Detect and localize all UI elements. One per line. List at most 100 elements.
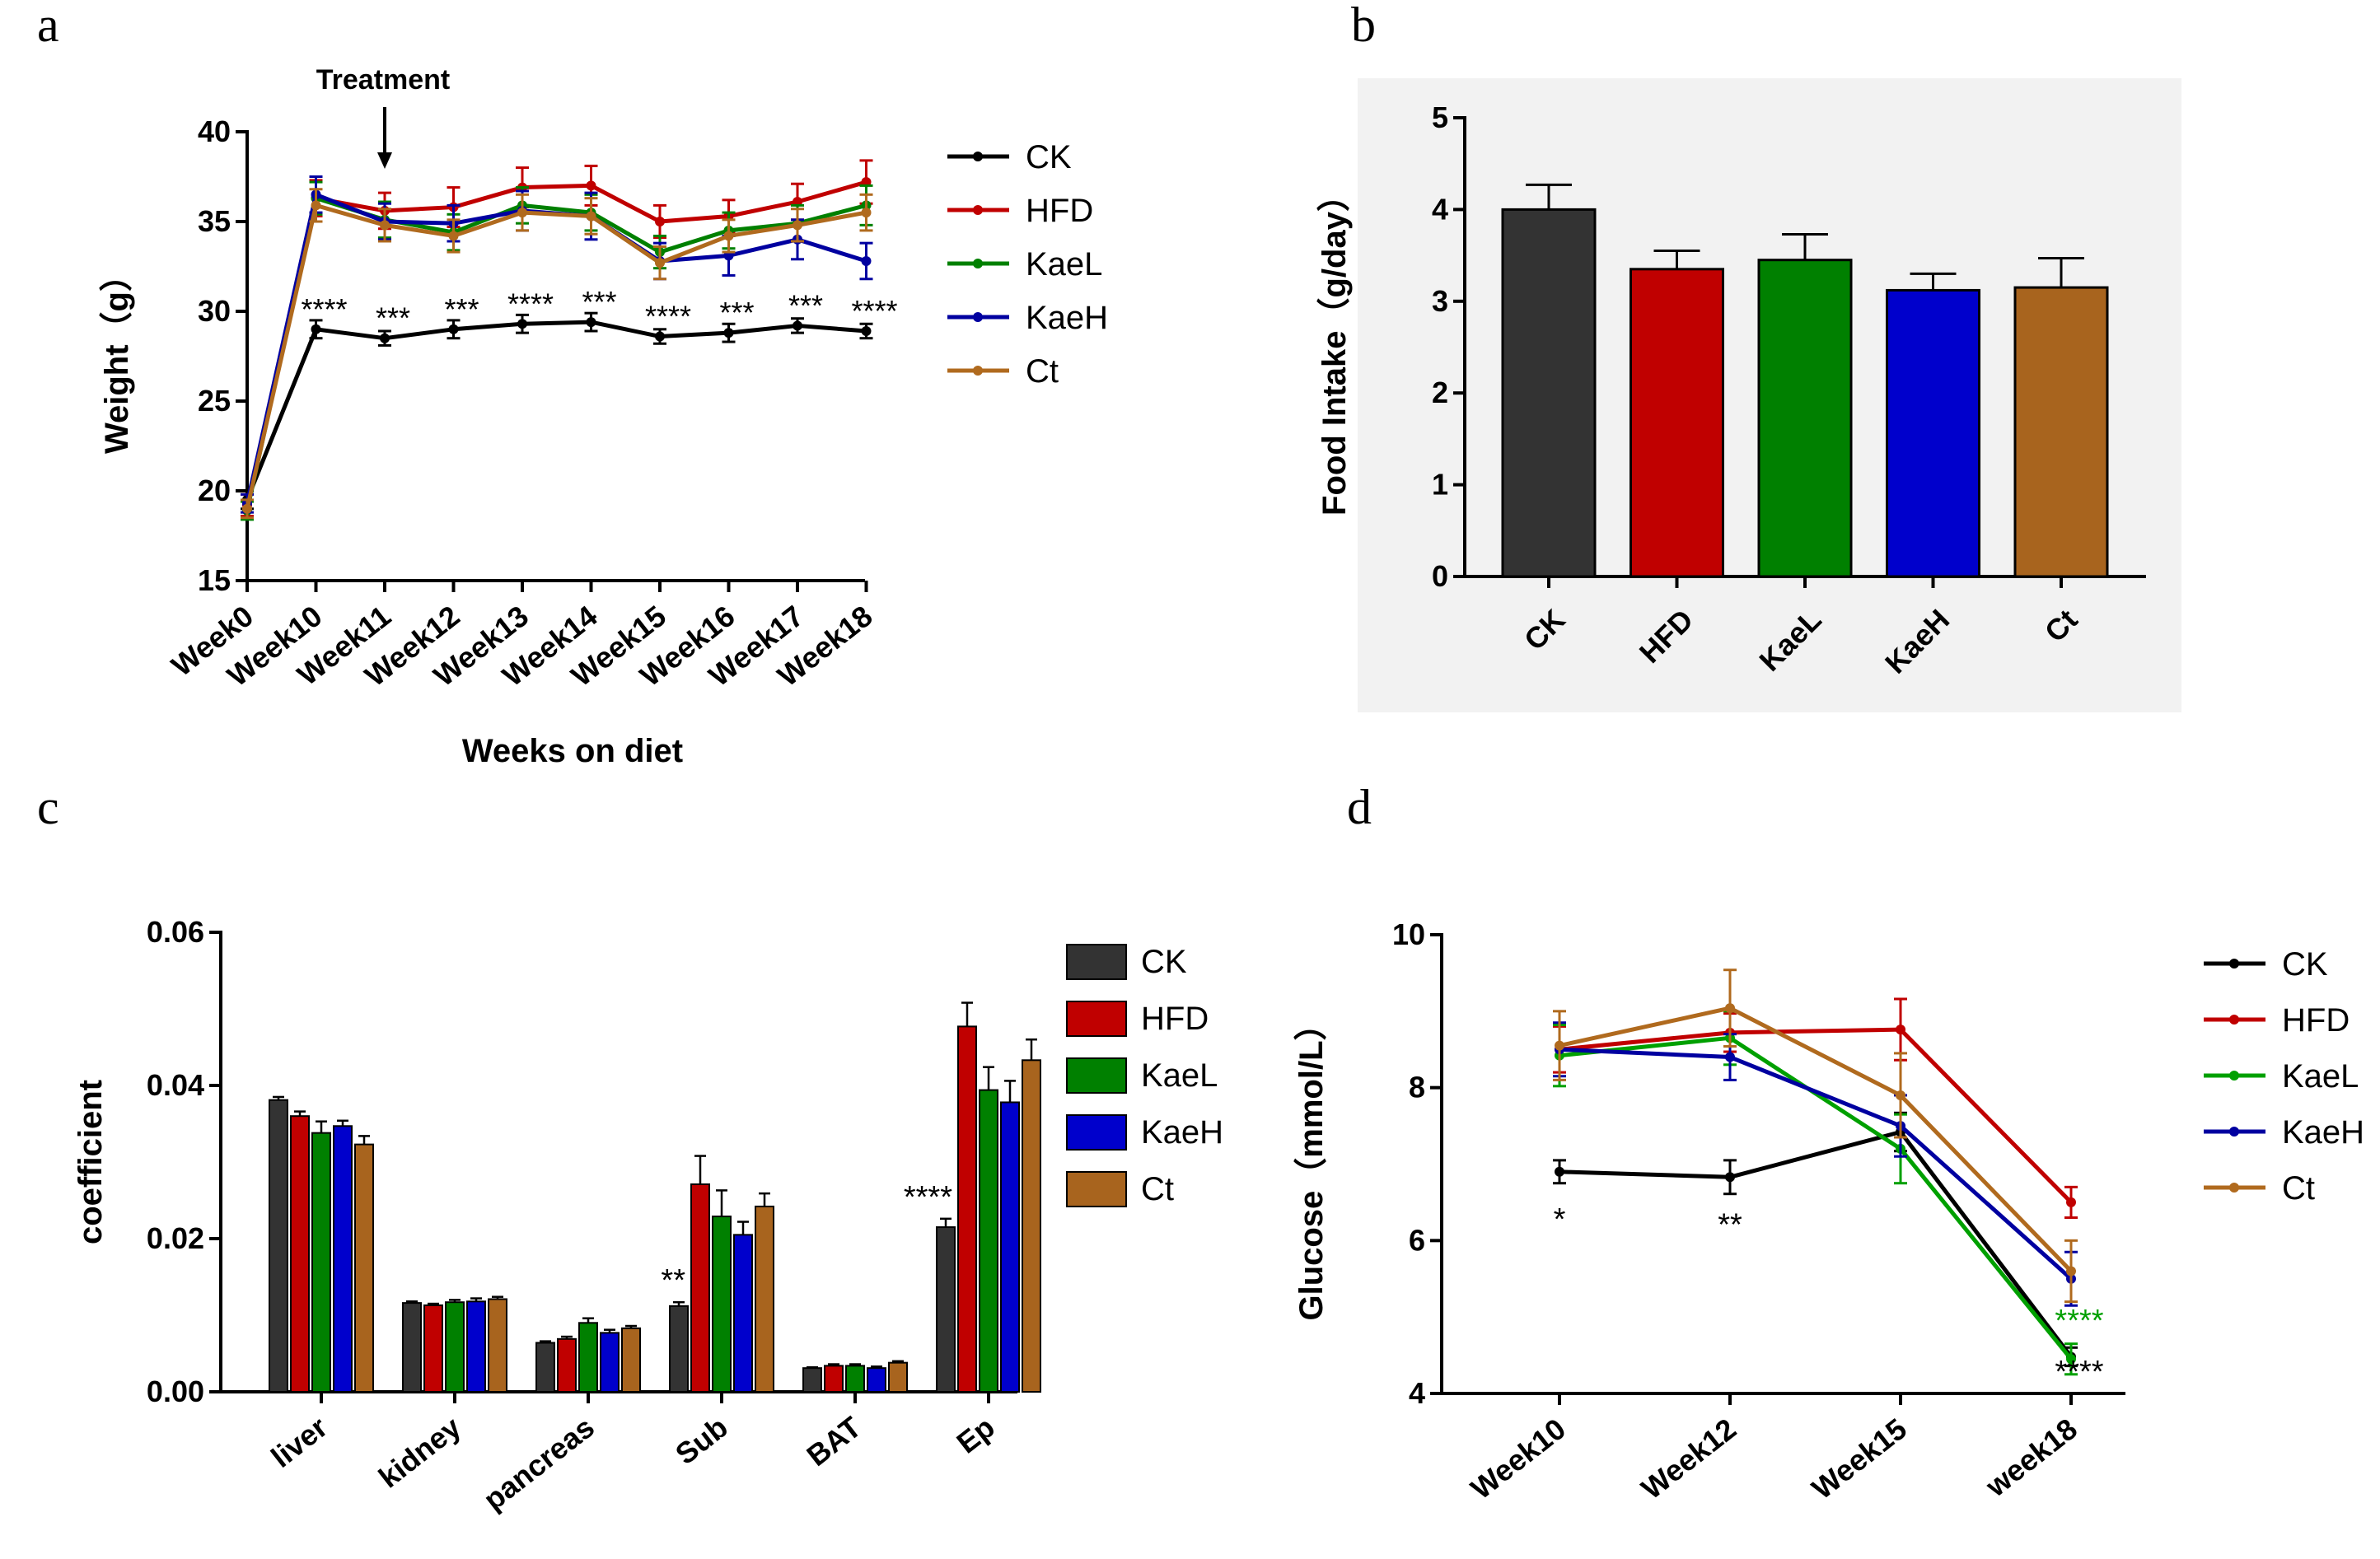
- legend-marker-kaeh: [973, 312, 983, 322]
- data-point-kaeh: [1725, 1052, 1735, 1062]
- y-tick-label: 4: [1409, 1376, 1425, 1410]
- legend-swatch-kaeh: [1066, 1114, 1127, 1151]
- x-tick-label-sub: Sub: [669, 1410, 734, 1471]
- data-point-ct: [586, 211, 596, 222]
- significance-week12: ***: [444, 292, 479, 326]
- x-tick-label-kidney: kidney: [372, 1410, 467, 1495]
- x-tick-label-ep: Ep: [950, 1410, 1001, 1460]
- bar-kael: [1757, 259, 1853, 578]
- significance-sub: **: [661, 1263, 685, 1298]
- y-axis-title: Weight（g）: [99, 259, 135, 454]
- legend-marker-ct: [2229, 1183, 2239, 1193]
- series-line-ct: [245, 203, 867, 510]
- data-point-ct: [723, 231, 734, 241]
- significance-week18: ****: [851, 294, 897, 328]
- data-point-ct: [311, 200, 321, 211]
- bar-kidney-kaeh: [466, 1300, 486, 1393]
- y-tick-label: 0.04: [147, 1068, 204, 1102]
- bar-liver-ct: [354, 1143, 374, 1393]
- bar-bat-ct: [888, 1361, 908, 1393]
- legend-label-kael: KaeL: [2282, 1058, 2359, 1095]
- bar-sub-hfd: [690, 1183, 710, 1393]
- data-point-ct: [1896, 1090, 1905, 1100]
- y-tick-label: 0.00: [147, 1375, 204, 1408]
- legend-label-kael: KaeL: [1026, 246, 1102, 282]
- y-tick-label: 1: [1432, 468, 1448, 502]
- series-line-kaeh: [245, 192, 867, 504]
- panel-d: 4 6 8 10 Glucose（mmol/L） Week10 Week12 Week15 we…: [1293, 917, 2364, 1505]
- bar-sub-kaeh: [733, 1234, 753, 1393]
- panel-c: 0.00 0.02 0.04 0.06 coefficient liver kidney pa…: [72, 915, 1223, 1517]
- series-line-ck: [1559, 1130, 2073, 1358]
- bar-sub-ck: [669, 1305, 689, 1393]
- data-point-ck: [723, 328, 734, 338]
- legend-label-kaeh: KaeH: [1026, 300, 1108, 336]
- legend-label-ct: Ct: [1141, 1171, 1174, 1207]
- data-point-ct: [448, 231, 459, 241]
- x-axis-title: Weeks on diet: [462, 733, 683, 769]
- x-tick-label-liver: liver: [264, 1410, 334, 1474]
- data-point-hfd: [2066, 1197, 2076, 1207]
- data-point-ck: [448, 324, 459, 334]
- significance-week18: ****: [2055, 1355, 2103, 1389]
- data-point-hfd: [655, 217, 665, 226]
- panel-letter-d: d: [1347, 780, 1372, 834]
- y-tick-label: 25: [198, 384, 231, 418]
- data-point-ck: [586, 317, 596, 328]
- legend-swatch-kael: [1066, 1057, 1127, 1094]
- y-tick-label: 40: [198, 114, 231, 148]
- legend-swatch-ck: [1066, 944, 1127, 980]
- data-point-ct: [517, 208, 527, 218]
- y-tick-label: 10: [1392, 917, 1425, 951]
- data-point-ck: [793, 320, 802, 331]
- legend-swatch-hfd: [1066, 1001, 1127, 1037]
- bar-pancreas-ct: [621, 1327, 641, 1393]
- series-line-kael: [1559, 1035, 2073, 1361]
- significance-week15: ****: [645, 300, 691, 334]
- significance-week10: ****: [301, 292, 347, 326]
- significance-week10: *: [1554, 1202, 1566, 1237]
- data-point-ck: [311, 324, 321, 334]
- bar-kaeh: [1886, 288, 1980, 578]
- y-axis-title: Food Intake（g/day）: [1316, 179, 1353, 516]
- bar-bat-kaeh: [867, 1367, 886, 1393]
- x-tick-label-week10: Week10: [1465, 1412, 1572, 1505]
- data-point-ct: [861, 208, 872, 218]
- bar-ep-hfd: [957, 1025, 977, 1393]
- significance-week18: ****: [2055, 1304, 2103, 1338]
- data-point-kael: [2066, 1354, 2076, 1365]
- significance-week12: **: [1718, 1207, 1742, 1242]
- y-tick-label: 2: [1432, 376, 1448, 409]
- legend-marker-kaeh: [2229, 1127, 2239, 1137]
- bar-pancreas-hfd: [557, 1337, 577, 1393]
- legend-marker-ck: [2229, 959, 2239, 969]
- legend-swatch-ct: [1066, 1171, 1127, 1207]
- y-tick-label: 4: [1432, 192, 1448, 226]
- legend-label-ck: CK: [2282, 946, 2328, 983]
- bar-ck: [1501, 208, 1597, 578]
- legend-marker-kael: [2229, 1071, 2239, 1081]
- y-tick-label: 0.02: [147, 1221, 204, 1255]
- data-point-kaeh: [861, 255, 872, 266]
- legend-label-kaeh: KaeH: [2282, 1114, 2364, 1151]
- bar-ep-kael: [979, 1089, 998, 1393]
- data-point-ck: [517, 319, 527, 329]
- bar-kidney-hfd: [423, 1304, 443, 1393]
- legend-marker-hfd: [973, 205, 983, 215]
- data-point-ck: [655, 331, 665, 342]
- series-line-ck: [245, 320, 867, 501]
- x-tick-label-pancreas: pancreas: [477, 1410, 601, 1517]
- y-tick-label: 0: [1432, 559, 1448, 593]
- x-tick-label-week15: Week15: [1806, 1412, 1913, 1505]
- y-axis-title: Glucose（mmol/L）: [1293, 1007, 1330, 1320]
- bar-ep-ck: [936, 1226, 956, 1393]
- legend-marker-ct: [973, 366, 983, 376]
- data-point-ct: [793, 220, 802, 231]
- x-tick-label-week12: Week12: [1635, 1412, 1742, 1505]
- data-point-ct: [380, 220, 390, 231]
- bar-liver-kaeh: [333, 1125, 353, 1393]
- data-point-ck: [861, 325, 872, 336]
- y-tick-label: 35: [198, 204, 231, 238]
- panel-letter-a: a: [37, 0, 59, 52]
